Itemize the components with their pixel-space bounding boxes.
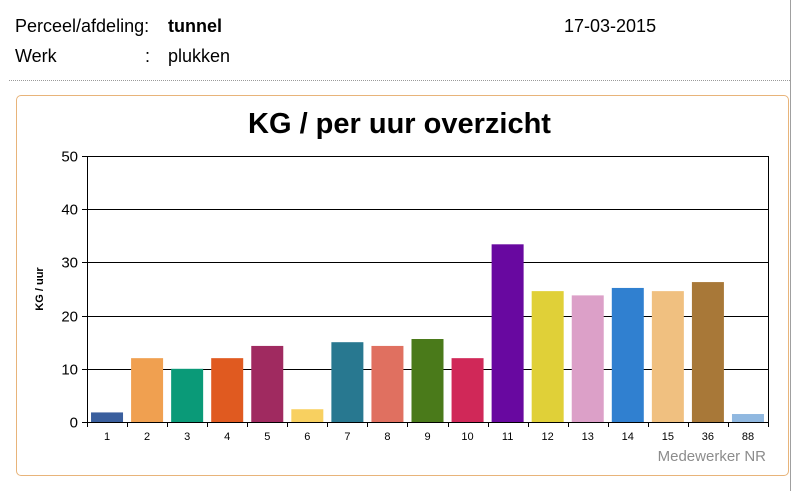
x-tick-label: 1 — [104, 431, 110, 443]
x-tick-label: 10 — [461, 431, 473, 443]
report-divider — [9, 80, 790, 81]
x-axis-label: Medewerker NR — [657, 448, 766, 465]
bar — [251, 345, 284, 422]
bar — [731, 414, 764, 422]
x-tick-label: 5 — [264, 431, 270, 443]
bar — [611, 287, 644, 422]
x-tick-label: 14 — [622, 431, 634, 443]
x-tick-label: 88 — [742, 431, 754, 443]
werk-value: plukken — [168, 46, 231, 66]
bar — [491, 244, 524, 422]
y-tick-label: 10 — [61, 362, 78, 379]
chart-title: KG / per uur overzicht — [248, 108, 551, 140]
x-tick-label: 3 — [184, 431, 190, 443]
werk-label: Werk — [15, 46, 57, 66]
bar — [91, 412, 124, 422]
y-tick-label: 0 — [70, 415, 78, 432]
bar — [291, 409, 324, 422]
y-tick-label: 50 — [61, 149, 78, 166]
x-tick-label: 2 — [144, 431, 150, 443]
x-tick-label: 12 — [542, 431, 554, 443]
bar — [691, 282, 724, 422]
x-tick-label: 7 — [344, 431, 350, 443]
bar — [211, 358, 244, 422]
bar — [131, 358, 164, 422]
y-tick-label: 30 — [61, 255, 78, 272]
bar — [171, 368, 204, 422]
bar — [531, 291, 564, 422]
bar — [571, 295, 604, 422]
x-tick-label: 13 — [582, 431, 594, 443]
bar — [371, 345, 404, 422]
y-tick-label: 40 — [61, 202, 78, 219]
perceel-value: tunnel — [168, 16, 222, 36]
report-date: 17-03-2015 — [564, 16, 657, 36]
page-edge — [790, 0, 791, 491]
bar — [651, 291, 684, 422]
perceel-label: Perceel/afdeling: — [15, 16, 150, 36]
x-tick-label: 36 — [702, 431, 714, 443]
x-tick-label: 11 — [502, 431, 513, 443]
bar — [451, 358, 484, 422]
x-tick-label: 15 — [662, 431, 674, 443]
werk-separator: : — [145, 46, 151, 66]
bar — [331, 342, 364, 422]
x-tick-label: 9 — [424, 431, 430, 443]
x-tick-label: 6 — [304, 431, 310, 443]
x-tick-label: 4 — [224, 431, 230, 443]
bar — [411, 339, 444, 422]
x-tick-label: 8 — [384, 431, 390, 443]
y-tick-label: 20 — [61, 309, 78, 326]
